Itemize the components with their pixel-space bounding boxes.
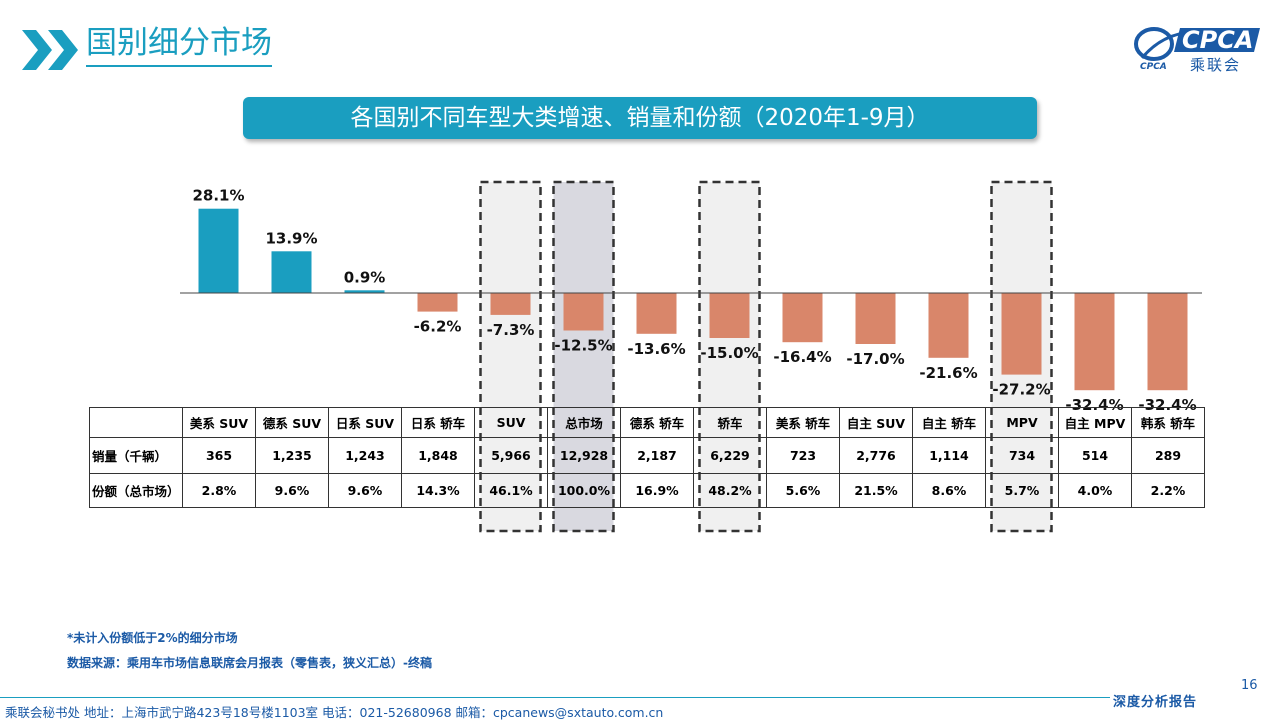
data-label: -6.2% [414, 318, 462, 336]
share-cell: 5.6% [766, 473, 840, 508]
share-cell: 4.0% [1058, 473, 1132, 508]
sales-cell: 2,776 [839, 437, 913, 474]
bar [271, 251, 312, 293]
sales-cell: 365 [182, 437, 256, 474]
category-label: 美系 SUV [182, 407, 256, 438]
category-label: 日系 SUV [328, 407, 402, 438]
data-label: -15.0% [700, 344, 758, 362]
data-label: -16.4% [773, 348, 831, 366]
bar [1147, 293, 1188, 391]
data-table: 美系 SUV 德系 SUV 日系 SUV 日系 轿车 SUV 总市场 德系 轿车 轿车 美系 轿… [89, 407, 1205, 508]
bar [344, 290, 385, 293]
sales-cell: 12,928 [547, 437, 621, 474]
bar [1001, 293, 1042, 375]
data-label: 28.1% [192, 187, 244, 205]
row-label: 份额（总市场） [89, 473, 183, 508]
footer-divider [0, 697, 1110, 698]
data-label: -13.6% [627, 340, 685, 358]
footer-contact: 乘联会秘书处 地址：上海市武宁路423号18号楼1103室 电话：021-526… [5, 705, 664, 720]
chevron-icon [22, 30, 78, 70]
share-cell: 48.2% [693, 473, 767, 508]
data-label: -7.3% [487, 321, 535, 339]
category-label: 自主 轿车 [912, 407, 986, 438]
share-cell: 100.0% [547, 473, 621, 508]
share-cell: 2.8% [182, 473, 256, 508]
category-label: 德系 SUV [255, 407, 329, 438]
sales-cell: 5,966 [474, 437, 548, 474]
data-label: -17.0% [846, 350, 904, 368]
page-number: 16 [1241, 678, 1258, 693]
share-cell: 9.6% [328, 473, 402, 508]
category-label: MPV [985, 407, 1059, 438]
chart-title: 各国别不同车型大类增速、销量和份额（2020年1-9月） [243, 97, 1037, 139]
sales-cell: 1,235 [255, 437, 329, 474]
share-cell: 21.5% [839, 473, 913, 508]
row-label: 销量（千辆） [89, 437, 183, 474]
category-label: 韩系 轿车 [1131, 407, 1205, 438]
bar [636, 293, 677, 334]
category-label: 德系 轿车 [620, 407, 694, 438]
footer-report-type: 深度分析报告 [1113, 695, 1198, 710]
data-label: -27.2% [992, 381, 1050, 399]
table-header-row: 美系 SUV 德系 SUV 日系 SUV 日系 轿车 SUV 总市场 德系 轿车 轿车 美系 轿… [89, 407, 1205, 438]
sales-cell: 2,187 [620, 437, 694, 474]
sales-cell: 723 [766, 437, 840, 474]
sales-cell: 289 [1131, 437, 1205, 474]
logo-sub: CPCA [1140, 62, 1167, 72]
share-cell: 46.1% [474, 473, 548, 508]
table-row-sales: 销量（千辆） 365 1,235 1,243 1,848 5,966 12,928 2,187… [89, 437, 1205, 474]
category-label: 日系 轿车 [401, 407, 475, 438]
logo-cn: 乘联会 [1190, 56, 1242, 74]
sales-cell: 6,229 [693, 437, 767, 474]
data-source: 数据来源：乘用车市场信息联席会月报表（零售表，狭义汇总）-终稿 [67, 656, 432, 670]
cpca-logo [1134, 27, 1260, 61]
bar [1074, 293, 1115, 391]
share-cell: 9.6% [255, 473, 329, 508]
bar [928, 293, 969, 358]
share-cell: 5.7% [985, 473, 1059, 508]
sales-cell: 1,243 [328, 437, 402, 474]
data-label: 0.9% [344, 268, 386, 286]
bar [563, 293, 604, 331]
bar [855, 293, 896, 344]
bar [709, 293, 750, 338]
category-label: 美系 轿车 [766, 407, 840, 438]
bar [417, 293, 458, 312]
category-label: 自主 SUV [839, 407, 913, 438]
sales-cell: 1,848 [401, 437, 475, 474]
footnote: *未计入份额低于2%的细分市场 [67, 631, 238, 645]
table-corner-cell [89, 407, 183, 438]
bar [198, 208, 239, 293]
table-row-share: 份额（总市场） 2.8% 9.6% 9.6% 14.3% 46.1% 100.0% 16.9%… [89, 473, 1205, 508]
sales-cell: 514 [1058, 437, 1132, 474]
bar [490, 293, 531, 315]
share-cell: 2.2% [1131, 473, 1205, 508]
category-label: 总市场 [547, 407, 621, 438]
category-label: 自主 MPV [1058, 407, 1132, 438]
sales-cell: 1,114 [912, 437, 986, 474]
share-cell: 14.3% [401, 473, 475, 508]
data-label: 13.9% [265, 229, 317, 247]
sales-cell: 734 [985, 437, 1059, 474]
page-title: 国别细分市场 [86, 22, 272, 67]
category-label: SUV [474, 407, 548, 438]
category-label: 轿车 [693, 407, 767, 438]
data-label: -12.5% [554, 337, 612, 355]
data-label: -21.6% [919, 364, 977, 382]
bar [782, 293, 823, 343]
logo-text: CPCA [1182, 26, 1254, 54]
share-cell: 8.6% [912, 473, 986, 508]
share-cell: 16.9% [620, 473, 694, 508]
